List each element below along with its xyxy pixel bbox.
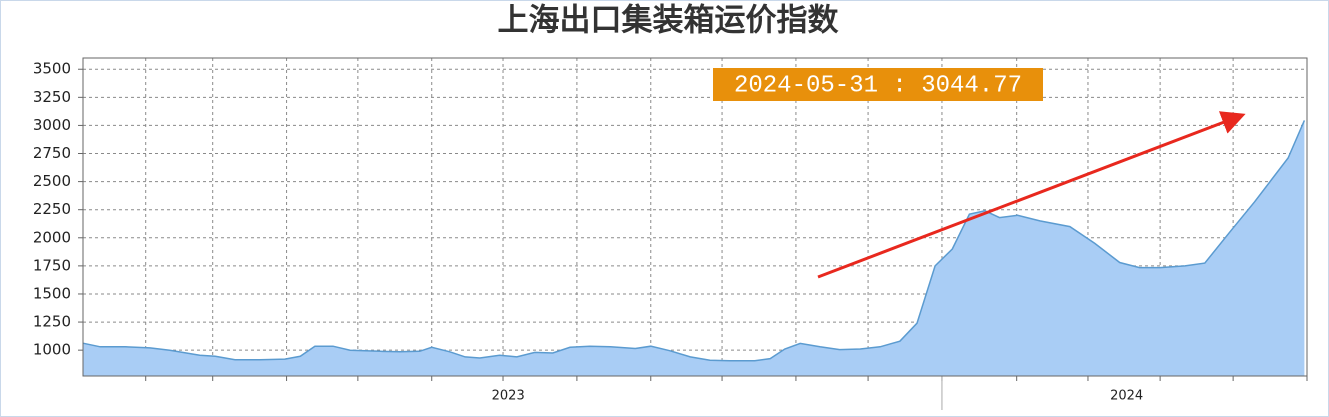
area xyxy=(83,120,1305,377)
annotation: 2024-05-31 : 3044.77 xyxy=(734,72,1022,99)
plot-frame xyxy=(82,57,1308,377)
y-tick-label: 2500 xyxy=(33,172,71,190)
x-tick-label: 2024 xyxy=(1110,389,1143,404)
y-tick-label: 3000 xyxy=(33,116,71,134)
y-tick-label: 1250 xyxy=(33,313,71,331)
y-tick-label: 2000 xyxy=(33,228,71,246)
x-tick-label: 2023 xyxy=(492,389,525,404)
y-tick-label: 2750 xyxy=(33,144,71,162)
y-tick-label: 3250 xyxy=(33,88,71,106)
plot: 1000 1250 1500 1750 2000 2250 2500 2750 3000 3250… xyxy=(33,58,1308,410)
y-tick-label: 1750 xyxy=(33,256,71,274)
annotation-box xyxy=(713,68,1043,101)
line xyxy=(82,120,1306,362)
trend-arrow xyxy=(817,111,1246,279)
chart-title: 上海出口集装箱运价指数 xyxy=(498,3,839,39)
y-tick-label: 1500 xyxy=(33,284,71,302)
y-tick-label: 1000 xyxy=(33,341,71,359)
y-tick-label: 3500 xyxy=(33,60,71,78)
y-tick-label: 2250 xyxy=(33,200,71,218)
